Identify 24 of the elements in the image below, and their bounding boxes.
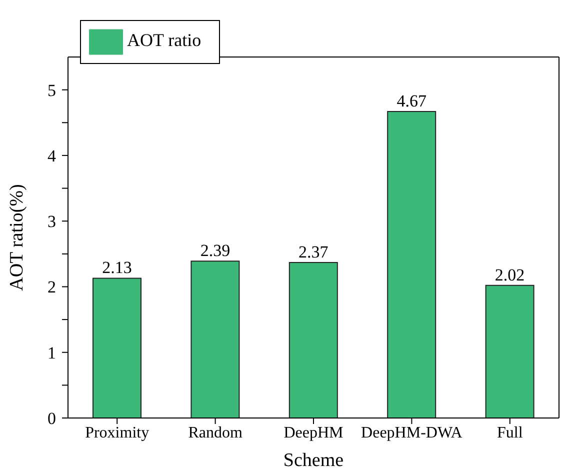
y-tick-label: 1 (48, 343, 56, 362)
x-tick-label: DeepHM-DWA (361, 424, 463, 442)
y-tick-label: 2 (48, 278, 56, 297)
data-label: 4.67 (396, 91, 427, 110)
data-label: 2.39 (200, 241, 230, 260)
y-tick-label: 0 (48, 409, 56, 428)
data-label: 2.37 (298, 242, 329, 262)
bar (92, 278, 142, 418)
x-tick-label: DeepHM (284, 424, 344, 442)
x-tick-label: Proximity (85, 424, 150, 442)
y-tick-label: 4 (48, 146, 56, 166)
x-axis-title: Scheme (283, 450, 344, 471)
bar (485, 284, 534, 418)
bar (387, 110, 436, 418)
x-tick-label: Full (497, 424, 524, 442)
data-label: 2.13 (102, 258, 132, 278)
x-tick-label: Random (188, 424, 243, 442)
y-tick-label: 3 (48, 212, 56, 232)
bar (288, 262, 338, 418)
bar (190, 260, 240, 418)
legend-label: AOT ratio (127, 30, 202, 50)
data-label: 2.02 (494, 265, 525, 284)
y-axis-title: AOT ratio(%) (6, 184, 28, 291)
y-tick-label: 5 (48, 80, 56, 100)
